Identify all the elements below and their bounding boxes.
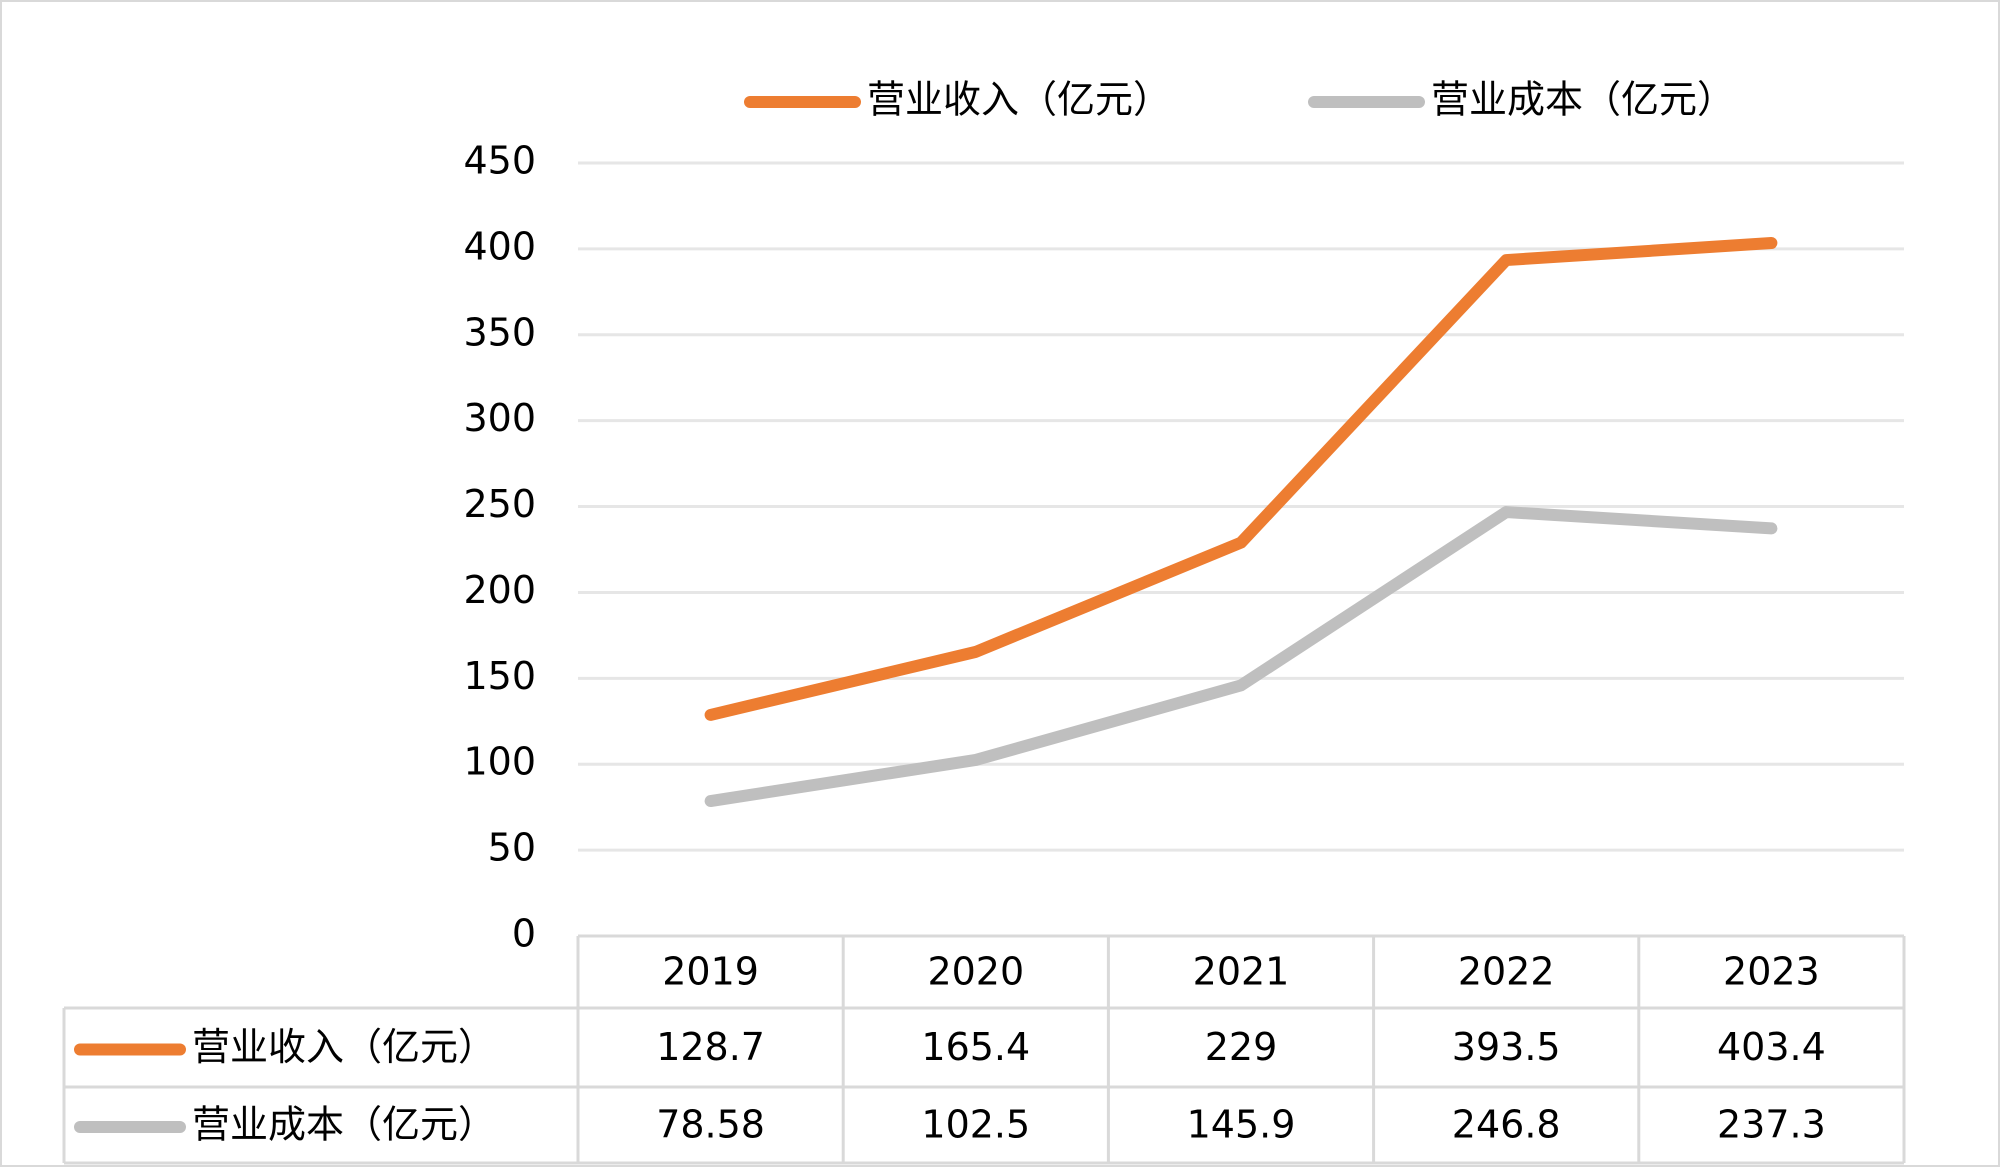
y-tick-label: 250 [463,482,536,526]
y-tick-label: 350 [463,310,536,354]
y-tick-label: 300 [463,396,536,440]
table-cell: 102.5 [921,1103,1030,1147]
table-cell: 403.4 [1717,1025,1826,1069]
x-tick-label: 2019 [662,950,759,994]
legend-label: 营业收入（亿元） [867,78,1171,122]
table-cell: 237.3 [1717,1103,1826,1147]
table-row-label: 营业收入（亿元） [192,1025,496,1069]
series-line [704,506,1778,808]
table-cell: 393.5 [1452,1025,1561,1069]
y-tick-label: 450 [463,139,536,183]
series-line [704,237,1778,721]
x-tick-label: 2023 [1723,950,1820,994]
y-tick-label: 0 [512,912,536,956]
y-tick-label: 50 [488,826,536,870]
table-cell: 165.4 [921,1025,1030,1069]
table-cell: 246.8 [1452,1103,1561,1147]
table-row-label: 营业成本（亿元） [192,1103,496,1147]
table-cell: 78.58 [656,1103,765,1147]
x-tick-label: 2021 [1193,950,1290,994]
table-cell: 229 [1205,1025,1278,1069]
y-tick-label: 150 [463,654,536,698]
x-tick-label: 2022 [1458,950,1555,994]
y-tick-label: 100 [463,740,536,784]
y-tick-label: 200 [463,568,536,612]
x-tick-label: 2020 [927,950,1024,994]
table-cell: 145.9 [1187,1103,1296,1147]
legend-label: 营业成本（亿元） [1431,78,1735,122]
table-cell: 128.7 [656,1025,765,1069]
y-tick-label: 400 [463,224,536,268]
